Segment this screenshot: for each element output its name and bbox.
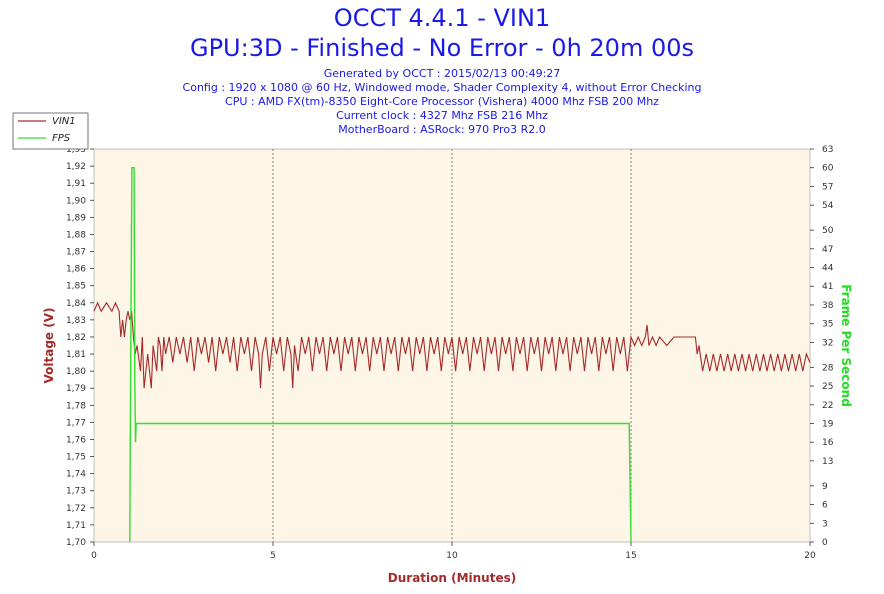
info-motherboard: MotherBoard : ASRock: 970 Pro3 R2.0 <box>338 123 546 136</box>
info-cpu: CPU : AMD FX(tm)-8350 Eight-Core Process… <box>225 95 659 108</box>
x-tick-label: 0 <box>91 551 97 561</box>
y-tick-label: 1,85 <box>66 282 86 292</box>
y-tick-label: 1,70 <box>66 538 86 548</box>
y2-tick-label: 16 <box>822 438 834 448</box>
legend-label-fps: FPS <box>52 133 71 144</box>
x-tick-label: 5 <box>270 551 276 561</box>
y2-tick-label: 35 <box>822 320 833 330</box>
y2-tick-label: 54 <box>822 201 834 211</box>
legend-label-vin1: VIN1 <box>52 116 76 127</box>
y-tick-label: 1,89 <box>66 213 86 223</box>
x-tick-label: 15 <box>625 551 636 561</box>
y-tick-label: 1,82 <box>66 333 86 343</box>
y2-tick-label: 41 <box>822 282 833 292</box>
y2-tick-label: 63 <box>822 145 833 155</box>
y-tick-label: 1,78 <box>66 401 86 411</box>
chart-title: OCCT 4.4.1 - VIN1 <box>333 4 551 32</box>
y-tick-label: 1,84 <box>66 299 86 309</box>
y2-tick-label: 3 <box>822 519 828 529</box>
y2-tick-label: 22 <box>822 401 833 411</box>
y2-tick-label: 9 <box>822 482 828 492</box>
y-tick-label: 1,74 <box>66 470 86 480</box>
y-tick-label: 1,79 <box>66 384 86 394</box>
y-tick-label: 1,91 <box>66 179 86 189</box>
x-tick-label: 10 <box>446 551 458 561</box>
y-tick-label: 1,83 <box>66 316 86 326</box>
y2-tick-label: 32 <box>822 338 833 348</box>
y-tick-label: 1,77 <box>66 418 86 428</box>
y-tick-label: 1,75 <box>66 453 86 463</box>
info-clock: Current clock : 4327 Mhz FSB 216 Mhz <box>336 109 548 122</box>
y-tick-label: 1,80 <box>66 367 86 377</box>
y-tick-label: 1,72 <box>66 504 86 514</box>
y-tick-label: 1,92 <box>66 162 86 172</box>
x-tick-label: 20 <box>804 551 816 561</box>
y2-tick-label: 28 <box>822 363 834 373</box>
y2-tick-label: 50 <box>822 226 834 236</box>
y2-tick-label: 6 <box>822 501 828 511</box>
series-line-vin1 <box>93 301 811 389</box>
info-config: Config : 1920 x 1080 @ 60 Hz, Windowed m… <box>182 81 702 94</box>
y-tick-label: 1,71 <box>66 521 86 531</box>
y-tick-label: 1,73 <box>66 487 86 497</box>
y-tick-label: 1,90 <box>66 196 86 206</box>
y-axis-title: Voltage (V) <box>42 308 56 384</box>
y2-tick-label: 0 <box>822 538 828 548</box>
y2-axis-title: Frame Per Second <box>839 284 853 407</box>
y2-tick-label: 38 <box>822 301 834 311</box>
y-tick-label: 1,81 <box>66 350 86 360</box>
y2-tick-label: 13 <box>822 457 833 467</box>
y2-tick-label: 44 <box>822 264 834 274</box>
series-line-fps <box>129 166 632 543</box>
y2-tick-label: 60 <box>822 164 834 174</box>
info-generated: Generated by OCCT : 2015/02/13 00:49:27 <box>323 67 561 80</box>
y-tick-label: 1,88 <box>66 230 86 240</box>
y2-tick-label: 57 <box>822 182 833 192</box>
y-tick-label: 1,76 <box>66 435 86 445</box>
y-tick-label: 1,86 <box>66 265 86 275</box>
x-axis-title: Duration (Minutes) <box>388 571 516 585</box>
y2-tick-label: 47 <box>822 245 833 255</box>
chart-subtitle: GPU:3D - Finished - No Error - 0h 20m 00… <box>189 34 694 62</box>
y-tick-label: 1,87 <box>66 248 86 258</box>
legend-box <box>12 112 89 150</box>
y2-tick-label: 25 <box>822 382 833 392</box>
y2-tick-label: 19 <box>822 419 834 429</box>
y-tick-label: 1,93 <box>66 145 86 155</box>
